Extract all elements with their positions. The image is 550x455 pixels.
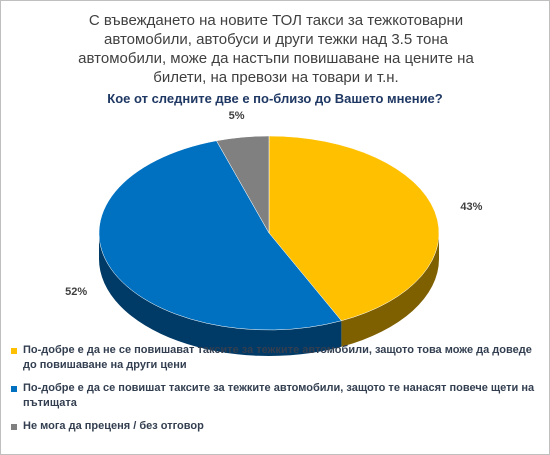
- slice-side: [341, 233, 439, 347]
- slice-side: [99, 233, 342, 356]
- legend-label: По-добре е да се повишат таксите за тежк…: [23, 382, 535, 409]
- legend-swatch: [11, 386, 17, 392]
- slice: [216, 135, 270, 234]
- legend-swatch: [11, 424, 17, 430]
- legend-item: По-добре е да не се повишават таксите за…: [11, 343, 536, 373]
- legend-item: Не мога да преценя / без отговор: [11, 419, 536, 434]
- legend-item: По-добре е да се повишат таксите за тежк…: [11, 381, 536, 411]
- legend-swatch: [11, 348, 17, 354]
- chart-subtitle: Кое от следните две е по-близо до Вашето…: [107, 91, 443, 106]
- slice: [268, 135, 440, 322]
- legend: По-добре е да не се повишават таксите за…: [11, 343, 536, 442]
- data-label: 52%: [65, 286, 87, 298]
- data-label: 43%: [460, 201, 482, 213]
- chart-title: С въвеждането на новите ТОЛ такси за теж…: [78, 12, 474, 86]
- data-label: 5%: [229, 110, 245, 122]
- legend-label: Не мога да преценя / без отговор: [23, 420, 204, 432]
- legend-label: По-добре е да не се повишават таксите за…: [23, 344, 532, 371]
- slice: [98, 140, 342, 331]
